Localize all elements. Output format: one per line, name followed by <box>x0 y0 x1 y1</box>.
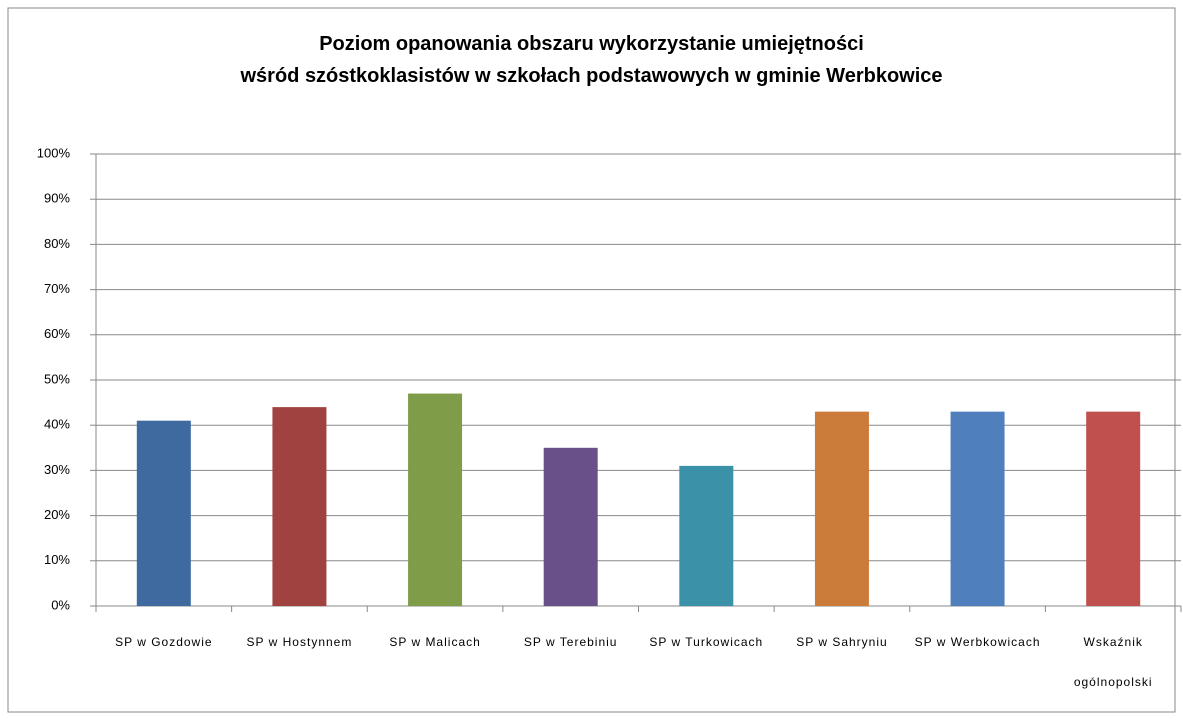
y-tick-label: 40% <box>44 417 70 432</box>
bar <box>543 447 598 606</box>
bar <box>1086 411 1141 606</box>
y-tick-label: 100% <box>37 145 71 160</box>
bar <box>272 407 327 606</box>
y-tick-label: 20% <box>44 507 70 522</box>
y-tick-label: 60% <box>44 326 70 341</box>
x-tick-label: SP w Sahryniu <box>796 635 888 649</box>
chart-title: Poziom opanowania obszaru wykorzystanie … <box>240 33 943 87</box>
x-tick-label: Wskaźnik ogólnopolski <box>1073 635 1153 689</box>
y-tick-label: 90% <box>44 191 70 206</box>
y-tick-label: 70% <box>44 281 70 296</box>
y-tick-label: 50% <box>44 371 70 386</box>
y-tick-label: 10% <box>44 552 70 567</box>
x-tick-label: SP w Terebiniu <box>523 635 618 649</box>
x-tick-label: SP w Hostynnem <box>246 635 353 649</box>
y-tick-label: 0% <box>51 597 70 612</box>
x-tick-label: SP w Werbkowicach <box>914 635 1041 649</box>
bar <box>950 411 1005 606</box>
x-tick-label: SP w Malicach <box>389 635 481 649</box>
bar <box>814 411 869 606</box>
x-tick-label: SP w Gozdowie <box>115 635 213 649</box>
bar <box>408 393 463 606</box>
y-tick-label: 30% <box>44 462 70 477</box>
chart-frame <box>7 7 1176 713</box>
bar <box>679 465 734 606</box>
x-tick-label: SP w Turkowicach <box>649 635 764 649</box>
bar <box>136 420 191 606</box>
y-tick-label: 80% <box>44 236 70 251</box>
